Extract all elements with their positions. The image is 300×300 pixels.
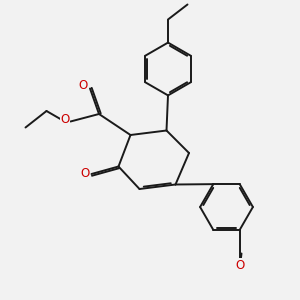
- Text: O: O: [235, 259, 244, 272]
- Text: O: O: [79, 79, 88, 92]
- Text: O: O: [80, 167, 89, 180]
- Text: O: O: [61, 112, 70, 126]
